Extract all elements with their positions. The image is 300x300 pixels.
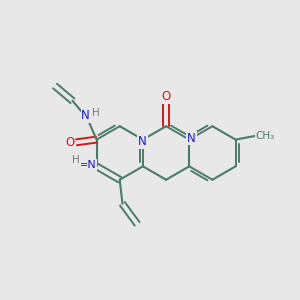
Text: N: N bbox=[187, 132, 196, 145]
Text: O: O bbox=[65, 136, 75, 149]
Text: =N: =N bbox=[79, 160, 97, 170]
Text: H: H bbox=[92, 108, 100, 118]
Text: H: H bbox=[73, 155, 80, 165]
Text: N: N bbox=[81, 109, 90, 122]
Text: N: N bbox=[138, 136, 147, 148]
Text: O: O bbox=[161, 90, 171, 104]
Text: CH₃: CH₃ bbox=[256, 130, 275, 141]
